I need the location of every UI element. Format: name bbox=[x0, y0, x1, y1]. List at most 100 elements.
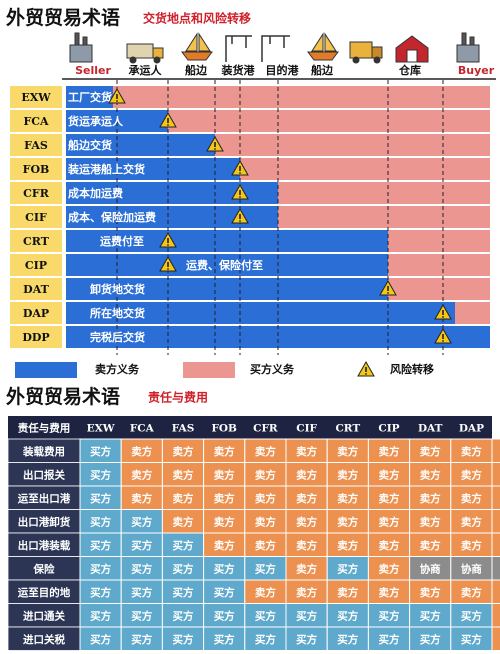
cell: 买方 bbox=[131, 609, 152, 622]
term-code: DAT bbox=[23, 283, 49, 296]
cell: 卖方 bbox=[461, 515, 482, 528]
seller-bar bbox=[66, 254, 388, 276]
cell: 买方 bbox=[420, 633, 441, 646]
legend-label: 卖方义务 bbox=[95, 362, 140, 376]
cell: 买方 bbox=[90, 609, 111, 622]
cell: 卖方 bbox=[337, 445, 358, 458]
cell-bg bbox=[491, 462, 500, 487]
cell: 卖方 bbox=[173, 445, 194, 458]
cell: 卖方 bbox=[255, 492, 276, 505]
header-cell: CRT bbox=[335, 423, 360, 435]
cell: 买方 bbox=[90, 562, 111, 575]
location-label: Buyer bbox=[458, 64, 495, 77]
cell: 卖方 bbox=[420, 468, 441, 481]
term-code: DAP bbox=[23, 307, 49, 320]
seller-bar bbox=[66, 134, 215, 156]
seller-bar bbox=[66, 326, 490, 348]
term-code: FAS bbox=[24, 139, 48, 152]
legend-label: 风险转移 bbox=[390, 362, 434, 376]
cell: 卖方 bbox=[337, 492, 358, 505]
subtitle: 交货地点和风险转移 bbox=[143, 11, 251, 26]
term-desc: 运费、保险付至 bbox=[186, 258, 263, 272]
cell: 买方 bbox=[337, 633, 358, 646]
term-code: CIF bbox=[25, 211, 47, 224]
term-box bbox=[10, 134, 62, 156]
cell: 买方 bbox=[379, 633, 400, 646]
header-cell: DAP bbox=[459, 423, 484, 435]
cell: 卖方 bbox=[296, 586, 317, 599]
cell: 卖方 bbox=[461, 468, 482, 481]
cell: 买方 bbox=[173, 586, 194, 599]
cell: 卖方 bbox=[379, 468, 400, 481]
seller-bar bbox=[66, 302, 455, 324]
row-header: 出口报关 bbox=[23, 468, 65, 481]
term-box bbox=[10, 206, 62, 228]
cell: 卖方 bbox=[420, 492, 441, 505]
cell: 卖方 bbox=[173, 492, 194, 505]
cell: 买方 bbox=[173, 609, 194, 622]
cell: 卖方 bbox=[296, 468, 317, 481]
cell: 卖方 bbox=[131, 468, 152, 481]
cell: 买方 bbox=[255, 609, 276, 622]
cell: 买方 bbox=[131, 633, 152, 646]
cell: 买方 bbox=[131, 539, 152, 552]
cell: 买方 bbox=[90, 515, 111, 528]
term-code: FCA bbox=[23, 115, 49, 128]
cell: 卖方 bbox=[379, 539, 400, 552]
cell: 卖方 bbox=[214, 515, 235, 528]
cell: 卖方 bbox=[337, 539, 358, 552]
cell: 买方 bbox=[90, 586, 111, 599]
risk-icon-dot bbox=[167, 268, 169, 270]
row-header: 出口港装载 bbox=[18, 539, 71, 552]
legend-buyer bbox=[183, 362, 235, 378]
cell: 买方 bbox=[90, 445, 111, 458]
risk-icon-dot bbox=[239, 220, 241, 222]
cell: 卖方 bbox=[337, 468, 358, 481]
cell: 买方 bbox=[337, 609, 358, 622]
location-label: 装货港 bbox=[221, 63, 256, 77]
cell: 卖方 bbox=[214, 468, 235, 481]
risk-icon-dot bbox=[214, 148, 216, 150]
cell: 买方 bbox=[337, 562, 358, 575]
term-box bbox=[10, 302, 62, 324]
row-header: 运至目的地 bbox=[18, 586, 71, 599]
term-desc: 完税后交货 bbox=[90, 330, 145, 344]
row-header: 进口通关 bbox=[23, 609, 65, 622]
legend-label: 买方义务 bbox=[250, 362, 295, 376]
term-box bbox=[10, 278, 62, 300]
term-desc: 运费付至 bbox=[100, 234, 144, 248]
header-cell: FCA bbox=[130, 423, 155, 435]
cell-bg bbox=[491, 579, 500, 604]
cell: 卖方 bbox=[214, 492, 235, 505]
cell: 买方 bbox=[214, 562, 235, 575]
location-label: 目的港 bbox=[266, 63, 300, 77]
risk-icon-dot bbox=[442, 316, 444, 318]
cell: 卖方 bbox=[461, 539, 482, 552]
cell: 卖方 bbox=[461, 586, 482, 599]
cell: 买方 bbox=[255, 562, 276, 575]
risk-icon-dot bbox=[167, 124, 169, 126]
term-desc: 所在地交货 bbox=[90, 306, 145, 320]
legend-seller bbox=[15, 362, 77, 378]
cell: 卖方 bbox=[214, 445, 235, 458]
header-cell: 责任与费用 bbox=[18, 422, 71, 435]
seller-bar bbox=[66, 110, 168, 132]
cell: 买方 bbox=[461, 633, 482, 646]
term-box bbox=[10, 326, 62, 348]
term-desc: 货运承运人 bbox=[67, 114, 124, 128]
header-cell: FOB bbox=[211, 423, 237, 435]
cell: 卖方 bbox=[461, 492, 482, 505]
cell: 卖方 bbox=[379, 586, 400, 599]
cell: 买方 bbox=[90, 633, 111, 646]
term-code: CIP bbox=[25, 259, 47, 272]
cell: 买方 bbox=[131, 515, 152, 528]
cell: 买方 bbox=[214, 609, 235, 622]
risk-icon-dot bbox=[365, 373, 367, 375]
cell: 卖方 bbox=[296, 562, 317, 575]
row-header: 装载费用 bbox=[22, 445, 65, 458]
term-desc: 成本、保险加运费 bbox=[68, 210, 156, 224]
term-code: CRT bbox=[23, 235, 50, 248]
location-label: 承运人 bbox=[129, 63, 163, 77]
location-label: 船边 bbox=[185, 63, 208, 77]
cell: 协商 bbox=[461, 562, 482, 575]
